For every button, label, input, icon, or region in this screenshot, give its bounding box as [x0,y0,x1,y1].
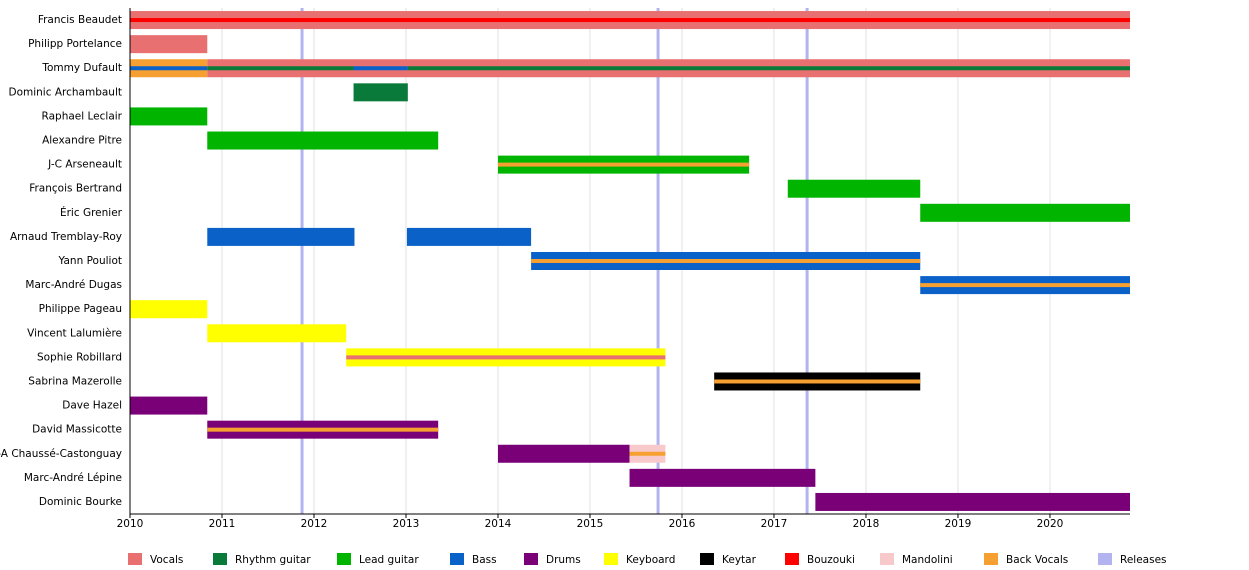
legend-swatch [785,553,799,565]
member-label: Arnaud Tremblay-Roy [10,231,122,243]
legend-label: Keytar [722,554,757,566]
x-tick-label: 2011 [209,518,236,530]
x-tick-label: 2013 [393,518,420,530]
role-line [531,259,921,263]
legend-swatch [880,553,894,565]
member-label: Dave Hazel [62,400,122,412]
legend-label: Mandolini [902,554,953,566]
member-label: Sabrina Mazerolle [28,375,122,387]
member-label: J-C Arseneault [47,159,122,171]
x-tick-label: 2010 [117,518,144,530]
role-bar [207,324,347,343]
role-line [497,162,750,167]
member-label: Tommy Dufault [41,62,122,74]
role-line [346,355,666,360]
member-label: Sophie Robillard [37,351,122,363]
legend-swatch [524,553,538,565]
legend-swatch [128,553,142,565]
legend-label: Lead guitar [359,554,419,566]
member-label: Alexandre Pitre [42,135,122,147]
x-tick-label: 2015 [577,518,604,530]
role-line [714,379,921,384]
x-tick-label: 2012 [301,518,328,530]
legend-swatch [604,553,618,565]
member-label: Francis Beaudet [38,14,122,26]
x-tick-label: 2018 [853,518,880,530]
role-line [407,66,1131,71]
role-bar [815,492,1130,511]
member-label: François Bertrand [29,183,122,195]
role-bar [207,227,355,246]
legend-label: Drums [546,554,581,566]
x-tick-label: 2019 [945,518,972,530]
member-label: David Massicotte [32,424,122,436]
x-tick-label: 2016 [669,518,696,530]
member-label: Éric Grenier [60,206,123,219]
role-bar [207,131,439,150]
legend-swatch [337,553,351,565]
role-line [207,427,439,432]
role-bar [406,227,532,246]
legend-swatch [700,553,714,565]
role-bar [353,83,408,102]
role-bar [629,468,816,487]
role-bar [497,444,630,463]
legend-label: Keyboard [626,554,675,566]
role-bar [787,179,921,198]
role-line [207,66,354,71]
member-label: P-A Chaussé-Castonguay [0,448,122,460]
x-tick-label: 2014 [485,518,512,530]
legend-swatch [1098,553,1112,565]
member-label: Vincent Lalumière [27,327,122,339]
legend-label: Releases [1120,554,1167,566]
role-bar [130,300,208,319]
legend-label: Bouzouki [807,554,855,566]
x-tick-label: 2017 [761,518,788,530]
legend-swatch [450,553,464,565]
role-bar [130,396,208,415]
member-label: Raphael Leclair [42,110,123,122]
legend-label: Back Vocals [1006,554,1068,566]
legend-swatch [213,553,227,565]
role-line [920,283,1130,288]
legend-label: Vocals [150,554,183,566]
role-bar [920,203,1130,222]
role-line [353,66,408,71]
legend-swatch [984,553,998,565]
legend-label: Bass [472,554,497,566]
role-line [130,18,1130,23]
role-bar [130,107,208,126]
member-label: Marc-André Lépine [24,472,122,484]
member-label: Philippe Pageau [39,303,122,315]
role-line [629,451,666,456]
member-label: Yann Pouliot [58,255,122,267]
role-bar [130,35,208,54]
member-label: Marc-André Dugas [25,279,122,291]
role-line [130,66,208,71]
x-tick-label: 2020 [1037,518,1064,530]
legend-label: Rhythm guitar [235,554,311,566]
member-label: Dominic Bourke [39,496,122,508]
member-label: Dominic Archambault [9,86,123,98]
member-label: Philipp Portelance [28,38,122,50]
